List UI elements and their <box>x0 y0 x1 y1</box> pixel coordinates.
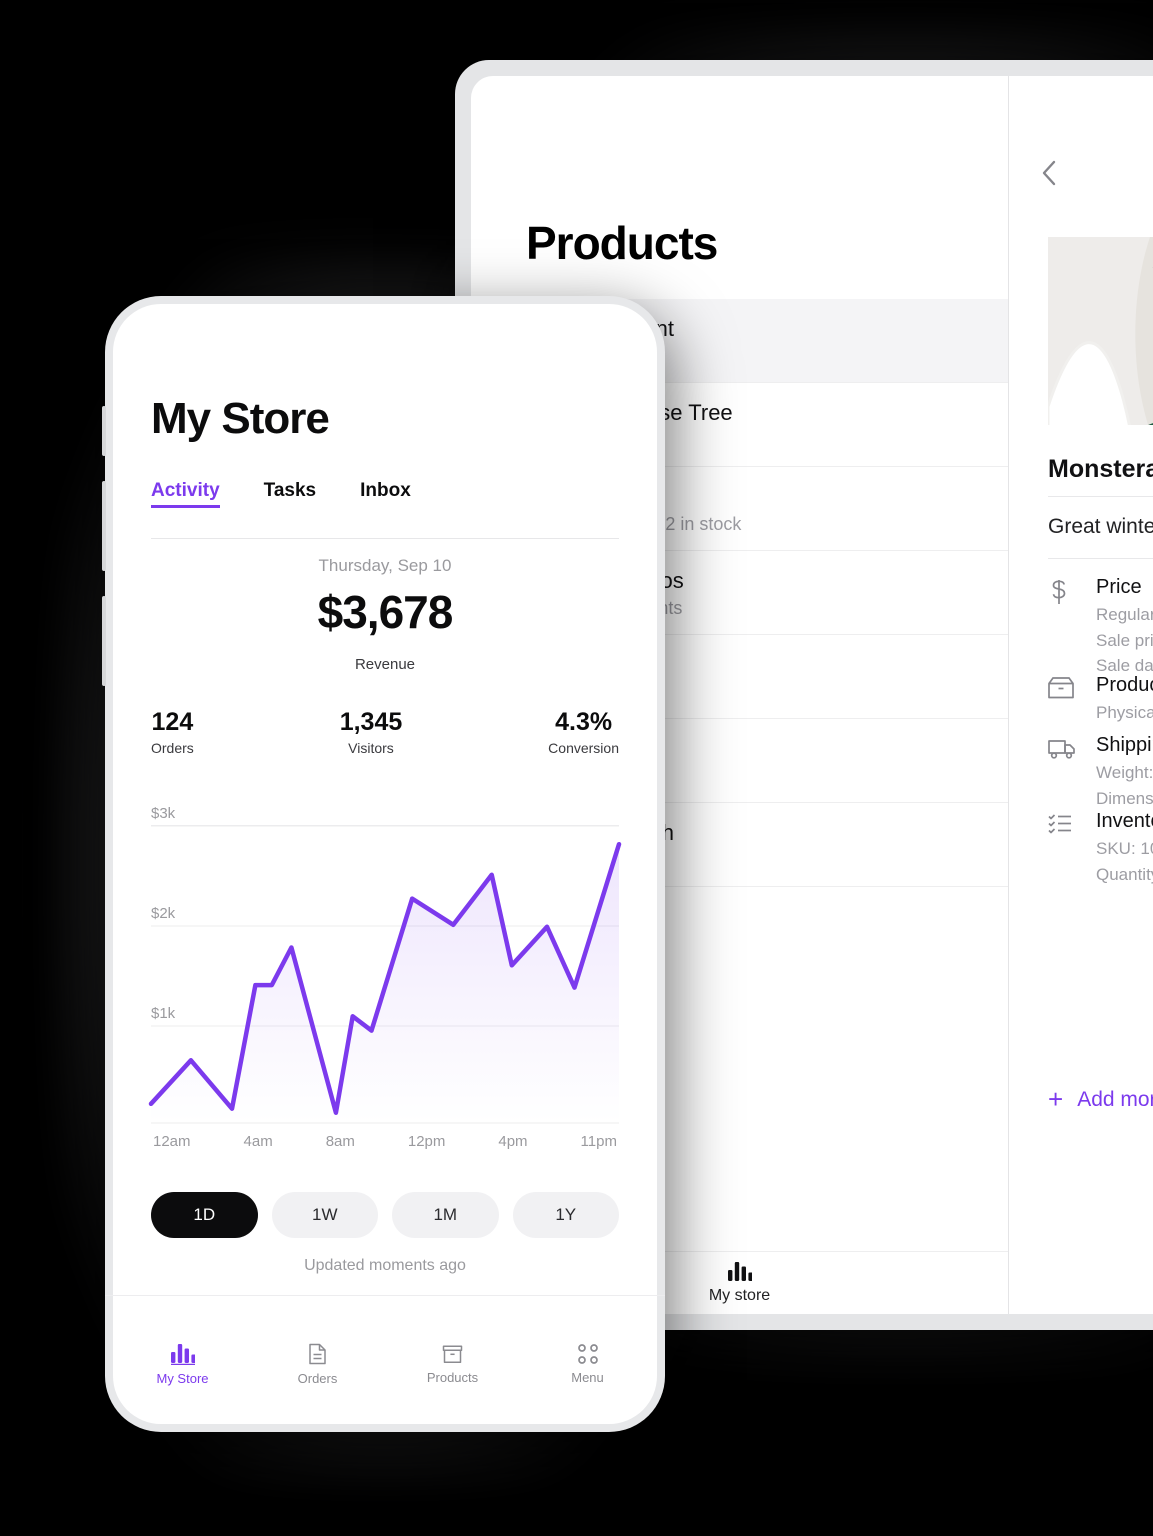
svg-text:$3k: $3k <box>151 805 176 822</box>
svg-text:$2k: $2k <box>151 905 176 922</box>
svg-text:$1k: $1k <box>151 1005 176 1022</box>
